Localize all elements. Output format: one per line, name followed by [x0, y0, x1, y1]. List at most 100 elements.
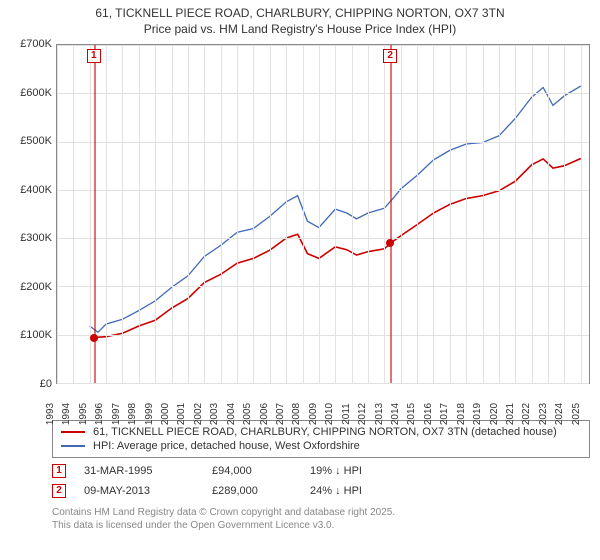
gridline-v — [548, 45, 549, 383]
x-tick-label: 1998 — [127, 403, 138, 425]
legend-label: 61, TICKNELL PIECE ROAD, CHARLBURY, CHIP… — [93, 426, 557, 438]
point-badge: 1 — [52, 464, 66, 478]
footnote: Contains HM Land Registry data © Crown c… — [52, 506, 590, 532]
gridline-v — [384, 45, 385, 383]
x-tick-label: 2007 — [275, 403, 286, 425]
x-tick-label: 2018 — [456, 403, 467, 425]
x-tick-label: 2010 — [324, 403, 335, 425]
y-axis: £0£100K£200K£300K£400K£500K£600K£700K — [8, 44, 56, 384]
gridline-v — [532, 45, 533, 383]
x-tick-label: 2006 — [259, 403, 270, 425]
gridline-v — [417, 45, 418, 383]
event-marker — [90, 334, 98, 342]
gridline-h — [57, 93, 589, 94]
x-tick-label: 2022 — [521, 403, 532, 425]
gridline-v — [515, 45, 516, 383]
chart: £0£100K£200K£300K£400K£500K£600K£700K 12… — [8, 44, 592, 414]
gridline-v — [270, 45, 271, 383]
gridline-v — [286, 45, 287, 383]
x-tick-label: 2019 — [472, 403, 483, 425]
gridline-v — [433, 45, 434, 383]
gridline-v — [188, 45, 189, 383]
gridline-h — [57, 286, 589, 287]
legend-label: HPI: Average price, detached house, West… — [93, 440, 360, 452]
point-badge: 2 — [52, 484, 66, 498]
points-row: 2 09-MAY-2013 £289,000 24% ↓ HPI — [52, 484, 590, 498]
gridline-v — [335, 45, 336, 383]
gridline-v — [352, 45, 353, 383]
footnote-line: This data is licensed under the Open Gov… — [52, 519, 590, 532]
y-tick-label: £500K — [20, 135, 52, 147]
legend: 61, TICKNELL PIECE ROAD, CHARLBURY, CHIP… — [52, 420, 590, 458]
x-tick-label: 2016 — [423, 403, 434, 425]
footnote-line: Contains HM Land Registry data © Crown c… — [52, 506, 590, 519]
y-tick-label: £600K — [20, 87, 52, 99]
gridline-v — [139, 45, 140, 383]
point-price: £289,000 — [212, 485, 292, 497]
point-delta: 24% ↓ HPI — [310, 485, 362, 497]
gridline-v — [155, 45, 156, 383]
chart-title: 61, TICKNELL PIECE ROAD, CHARLBURY, CHIP… — [8, 6, 592, 20]
event-badge: 2 — [383, 49, 397, 63]
line-layer — [57, 45, 589, 383]
gridline-v — [466, 45, 467, 383]
y-tick-label: £0 — [40, 378, 52, 390]
gridline-h — [57, 238, 589, 239]
legend-item: 61, TICKNELL PIECE ROAD, CHARLBURY, CHIP… — [61, 425, 581, 439]
x-tick-label: 1993 — [45, 403, 56, 425]
event-vbar — [94, 45, 96, 383]
gridline-v — [368, 45, 369, 383]
gridline-v — [564, 45, 565, 383]
gridline-v — [581, 45, 582, 383]
x-tick-label: 2013 — [374, 403, 385, 425]
y-tick-label: £100K — [20, 329, 52, 341]
event-vbar — [390, 45, 392, 383]
y-tick-label: £200K — [20, 281, 52, 293]
legend-item: HPI: Average price, detached house, West… — [61, 439, 581, 453]
x-tick-label: 1999 — [144, 403, 155, 425]
point-date: 09-MAY-2013 — [84, 485, 194, 497]
gridline-v — [221, 45, 222, 383]
point-price: £94,000 — [212, 465, 292, 477]
x-tick-label: 1995 — [78, 403, 89, 425]
x-tick-label: 2005 — [242, 403, 253, 425]
gridline-v — [253, 45, 254, 383]
x-tick-label: 2004 — [226, 403, 237, 425]
legend-swatch — [61, 445, 85, 447]
x-tick-label: 2011 — [341, 403, 352, 425]
x-tick-label: 2025 — [571, 403, 582, 425]
y-tick-label: £700K — [20, 38, 52, 50]
event-badge: 1 — [87, 49, 101, 63]
gridline-v — [237, 45, 238, 383]
x-tick-label: 2020 — [489, 403, 500, 425]
gridline-h — [57, 45, 589, 46]
x-tick-label: 2000 — [160, 403, 171, 425]
plot-area: 12 — [56, 44, 590, 384]
x-tick-label: 2003 — [209, 403, 220, 425]
gridline-h — [57, 142, 589, 143]
gridline-v — [106, 45, 107, 383]
x-tick-label: 2024 — [554, 403, 565, 425]
point-delta: 19% ↓ HPI — [310, 465, 362, 477]
x-tick-label: 1997 — [111, 403, 122, 425]
gridline-v — [73, 45, 74, 383]
y-tick-label: £300K — [20, 232, 52, 244]
gridline-v — [450, 45, 451, 383]
x-tick-label: 2014 — [390, 403, 401, 425]
chart-subtitle: Price paid vs. HM Land Registry's House … — [8, 22, 592, 36]
x-tick-label: 2012 — [357, 403, 368, 425]
series-line — [94, 158, 581, 337]
points-row: 131-MAR-1995£94,00019% ↓ HPI — [52, 464, 590, 478]
y-tick-label: £400K — [20, 184, 52, 196]
gridline-v — [172, 45, 173, 383]
gridline-h — [57, 190, 589, 191]
gridline-v — [483, 45, 484, 383]
points-table: 131-MAR-1995£94,00019% ↓ HPI209-MAY-2013… — [52, 464, 590, 498]
gridline-v — [90, 45, 91, 383]
gridline-v — [499, 45, 500, 383]
x-tick-label: 1994 — [61, 403, 72, 425]
x-tick-label: 2015 — [406, 403, 417, 425]
x-axis: 1993199419951996199719981999200020012002… — [56, 384, 590, 414]
x-tick-label: 2009 — [308, 403, 319, 425]
x-tick-label: 2023 — [538, 403, 549, 425]
